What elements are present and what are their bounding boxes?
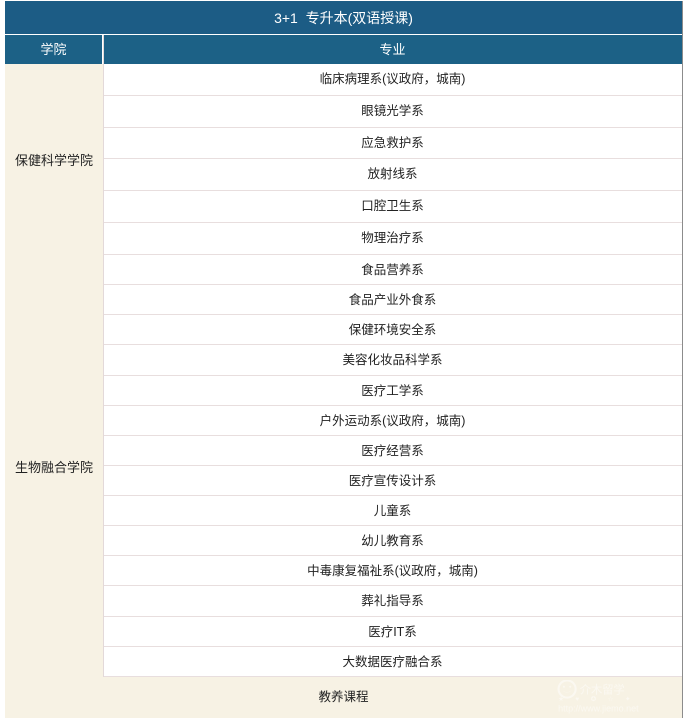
svg-text:http://www.jiemo.net: http://www.jiemo.net <box>558 704 639 714</box>
svg-text:★ ♥ ✪ ☆ ✦: ★ ♥ ✪ ☆ ✦ <box>558 696 635 703</box>
svg-text:介木留学: 介木留学 <box>580 683 625 697</box>
